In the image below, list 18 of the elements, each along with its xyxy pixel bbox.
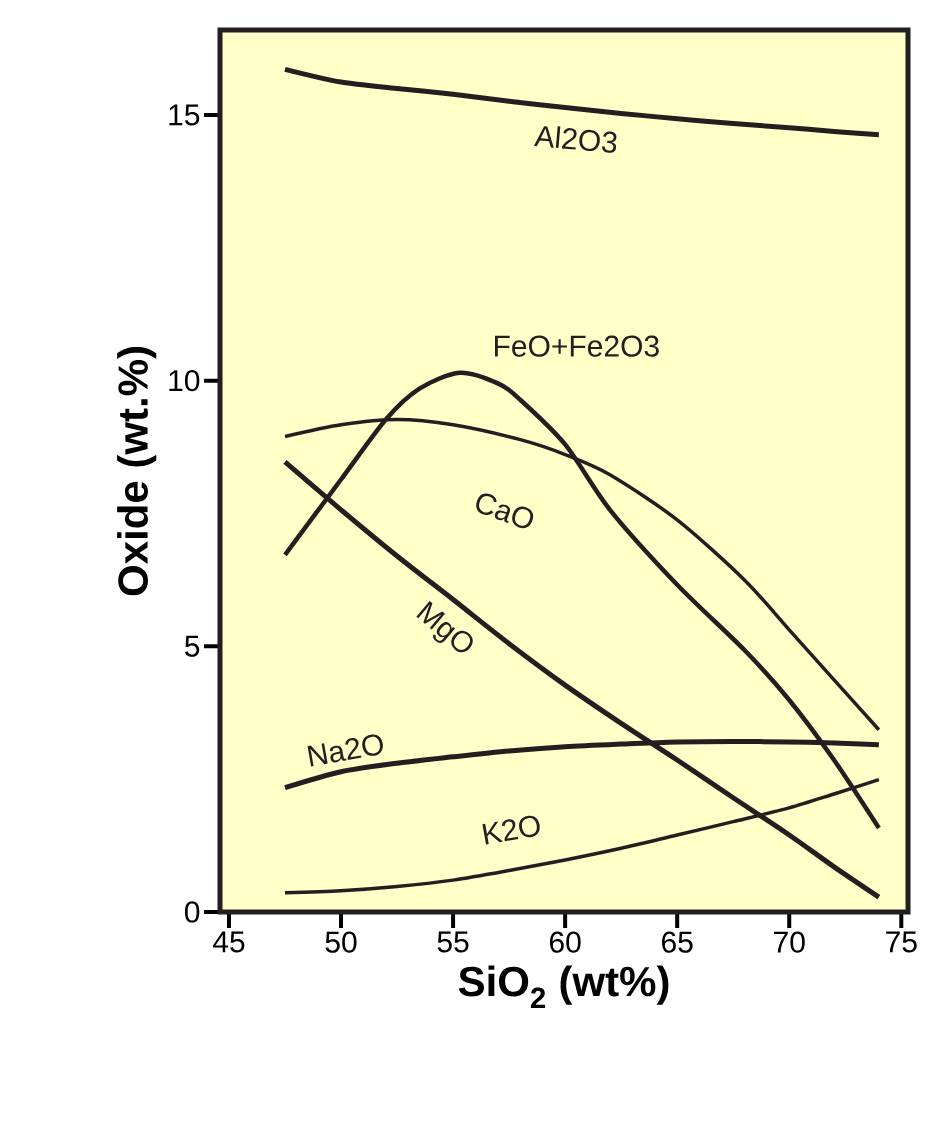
series-label: Al2O3 [533, 126, 617, 153]
x-tick-label: 50 [325, 931, 357, 953]
x-tick-label: 55 [437, 931, 469, 953]
text: Na2O [307, 734, 383, 767]
y-tick-label: 15 [169, 104, 200, 126]
x-tick-label: 60 [549, 931, 581, 953]
x-tick-label: 45 [212, 931, 245, 953]
text: K2O [482, 815, 540, 845]
x-tick-label: 65 [662, 931, 693, 953]
series-label: FeO+Fe2O3 [495, 335, 659, 357]
x-tick-label: 70 [774, 931, 805, 953]
y-tick-label: 0 [184, 901, 200, 923]
y-tick-label: 5 [185, 635, 200, 657]
x-axis-title: SiO$_{2}$ (wt%) [458, 965, 669, 1009]
text: CaO [476, 493, 534, 529]
y-axis-title: Oxide (wt.%) [117, 347, 157, 596]
x-tick-label: 75 [886, 931, 917, 953]
y-tick-label: 10 [169, 370, 200, 392]
